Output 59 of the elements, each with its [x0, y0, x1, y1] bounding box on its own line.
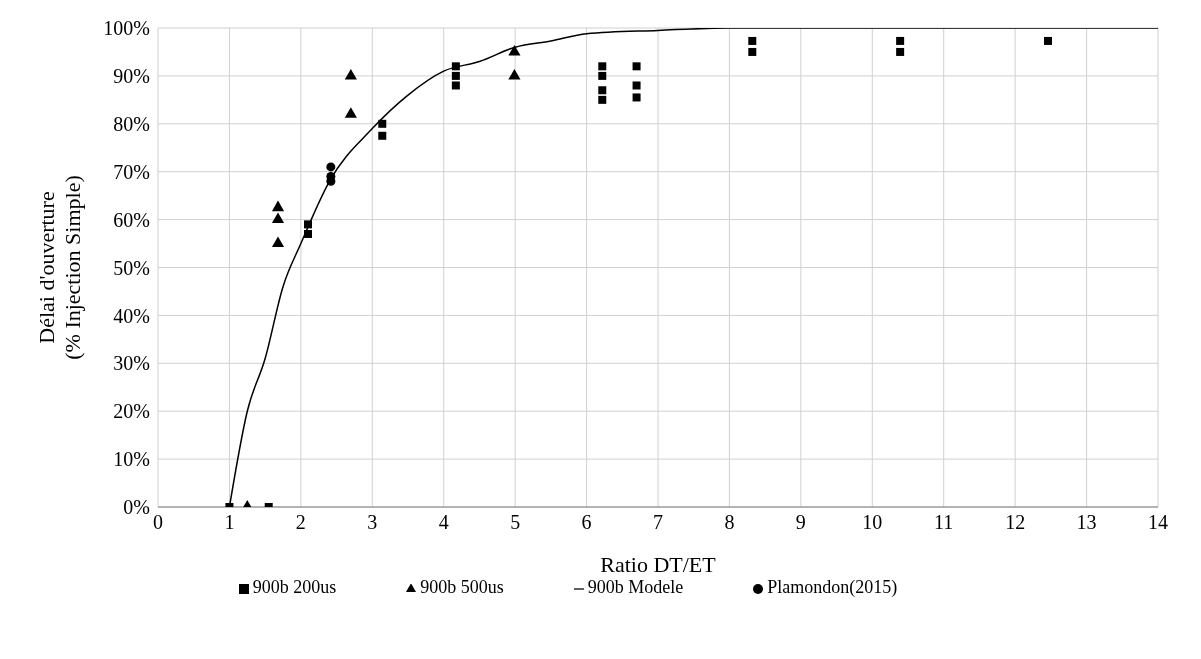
y-tick-label: 10% [113, 448, 150, 471]
point [451, 81, 460, 90]
y-tick-label: 70% [113, 160, 150, 183]
x-tick-label: 6 [581, 511, 592, 534]
point [451, 62, 460, 71]
point [632, 81, 641, 90]
y-tick-label: 60% [113, 208, 150, 231]
point [598, 62, 607, 71]
x-tick-label: 13 [1076, 511, 1097, 534]
x-tick-label: 12 [1005, 511, 1026, 534]
point [344, 107, 357, 118]
point [271, 212, 285, 224]
point [632, 93, 641, 102]
x-tick-label: 2 [295, 511, 306, 534]
x-tick-label: 8 [724, 511, 735, 534]
point [304, 220, 312, 229]
x-tick-label: 4 [438, 511, 449, 534]
point [598, 71, 607, 80]
x-tick-label: 5 [510, 511, 521, 534]
legend-label: 900b Modele [587, 577, 684, 597]
legend-label: 900b 200us [252, 577, 337, 597]
point [632, 62, 641, 71]
y-tick-label: 80% [113, 112, 150, 135]
point [508, 44, 521, 56]
x-tick-label: 7 [653, 511, 663, 534]
y-tick-label: 90% [113, 65, 150, 87]
point [451, 71, 460, 80]
legend-label: 900b 500us [420, 577, 504, 597]
point [304, 229, 312, 238]
x-tick-label: 1 [224, 511, 235, 534]
y-axis-title: Délai d'ouverture (% Injection Simple) [34, 175, 85, 360]
point [748, 36, 757, 45]
point [378, 131, 387, 140]
point [598, 95, 607, 104]
point [271, 200, 285, 212]
x-tick-label: 0 [153, 511, 163, 534]
point [896, 36, 905, 45]
legend-label: Plamondon(2015) [767, 577, 898, 597]
point [1044, 36, 1052, 45]
y-tick-label: 0% [123, 496, 150, 519]
point [508, 68, 521, 80]
x-tick-label: 3 [367, 511, 378, 534]
y-tick-label: 30% [113, 352, 150, 375]
y-tick-label: 40% [113, 304, 150, 327]
point [598, 86, 607, 95]
x-tick-label: 9 [795, 511, 806, 534]
y-tick-label: 50% [113, 256, 150, 279]
x-tick-label: 14 [1148, 511, 1168, 534]
x-tick-label: 11 [934, 511, 954, 534]
x-tick-label: 10 [862, 511, 883, 534]
point [271, 236, 285, 248]
point [378, 119, 387, 128]
point [326, 162, 336, 172]
y-tick-label: 20% [113, 400, 150, 423]
point [344, 68, 357, 80]
y-tick-label: 100% [103, 17, 150, 40]
point [748, 47, 757, 56]
x-axis-title: Ratio DT/ET [600, 552, 717, 577]
point [896, 47, 905, 56]
